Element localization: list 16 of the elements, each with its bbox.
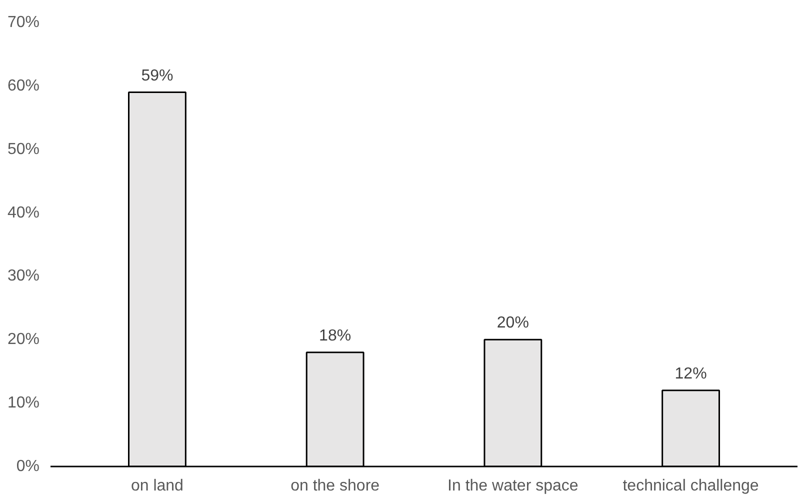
y-tick-label: 30% [7,268,40,285]
x-tick-label: technical challenge [622,478,759,494]
x-tick-label: In the water space [448,478,578,494]
y-tick-label: 40% [7,204,40,222]
y-tick-label: 0% [16,458,40,475]
y-tick-label: 50% [7,140,40,158]
y-tick-label: 70% [7,14,40,31]
data-label: 59% [141,67,174,84]
data-label: 12% [674,365,707,382]
data-label: 18% [319,327,352,344]
y-tick-label: 10% [7,394,40,412]
y-tick-label: 20% [7,331,40,348]
data-label: 20% [496,314,529,332]
x-tick-label: on land [130,478,184,494]
y-tick-label: 60% [7,77,40,94]
x-tick-label: on the shore [290,478,380,494]
